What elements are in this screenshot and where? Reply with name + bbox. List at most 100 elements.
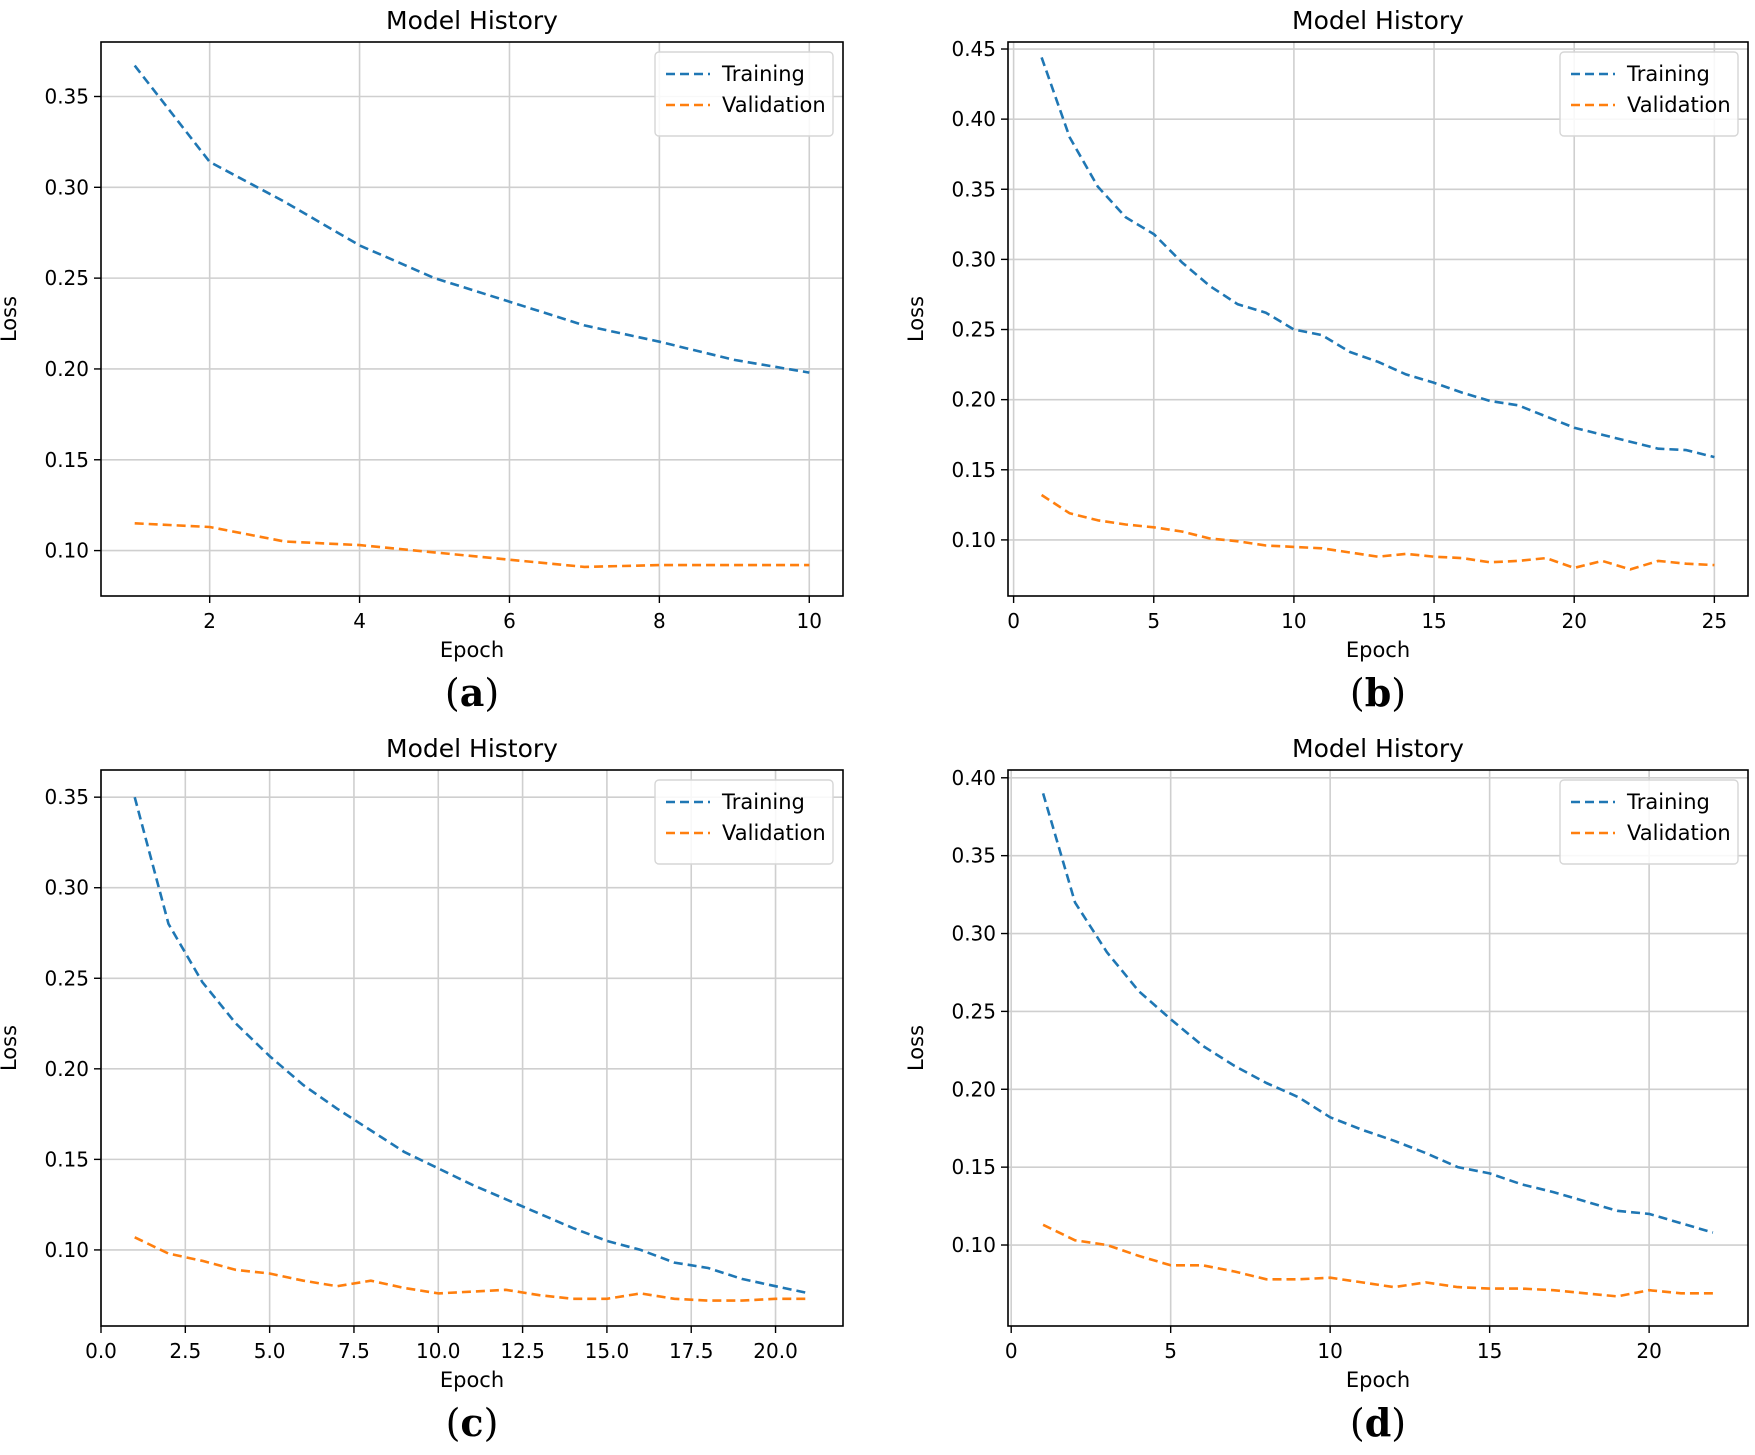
x-tick-label: 10 bbox=[797, 609, 822, 633]
y-tick-label: 0.10 bbox=[951, 528, 996, 552]
legend-label-training: Training bbox=[721, 790, 805, 814]
y-tick-label: 0.30 bbox=[951, 247, 996, 271]
legend-label-training: Training bbox=[1626, 790, 1710, 814]
axes-frame bbox=[100, 41, 844, 597]
chart-panel-b: 0 5 10 15 20 25 0.10 0.15 0.20 0.25 0.30 0.35 0.40 0.… bbox=[904, 6, 1749, 715]
x-axis-label: Epoch bbox=[1346, 638, 1410, 662]
y-tick-label: 0.15 bbox=[44, 1147, 89, 1171]
x-tick-label: 2.5 bbox=[169, 1339, 201, 1363]
x-tick-label: 2 bbox=[203, 609, 216, 633]
x-tick-label: 10 bbox=[1281, 609, 1306, 633]
x-tick-label: 17.5 bbox=[669, 1339, 714, 1363]
caption-letter: c bbox=[460, 1400, 483, 1445]
legend-label-validation: Validation bbox=[722, 93, 826, 117]
y-axis-label: Loss bbox=[0, 1025, 21, 1071]
axes-frame bbox=[1007, 769, 1749, 1327]
y-tick-label: 0.35 bbox=[951, 844, 996, 868]
legend-label-training: Training bbox=[1626, 62, 1710, 86]
x-tick-label: 6 bbox=[503, 609, 516, 633]
y-axis-label: Loss bbox=[0, 296, 21, 342]
legend: Training Validation bbox=[1559, 779, 1739, 865]
legend-label-validation: Validation bbox=[1627, 821, 1731, 845]
series-line-validation bbox=[134, 522, 810, 569]
y-tick-label: 0.20 bbox=[44, 1057, 89, 1081]
y-axis-label: Loss bbox=[904, 1025, 928, 1071]
y-tick-label: 0.15 bbox=[44, 448, 89, 472]
y-tick-label: 0.35 bbox=[44, 785, 89, 809]
panel-caption: (d) bbox=[1350, 1400, 1406, 1445]
legend: Training Validation bbox=[654, 51, 834, 137]
chart-panel-c: 0.0 2.5 5.0 7.5 10.0 12.5 15.0 17.5 20.0 0.10 0.15… bbox=[0, 734, 844, 1445]
y-tick-label: 0.10 bbox=[44, 539, 89, 563]
y-axis-label: Loss bbox=[904, 296, 928, 342]
caption-close-paren: ) bbox=[1391, 671, 1406, 715]
caption-open-paren: ( bbox=[1350, 671, 1365, 715]
x-axis-label: Epoch bbox=[440, 638, 504, 662]
x-tick-label: 5 bbox=[1164, 1339, 1177, 1363]
x-tick-label: 12.5 bbox=[500, 1339, 545, 1363]
y-tick-label: 0.35 bbox=[951, 177, 996, 201]
x-tick-label: 15 bbox=[1421, 609, 1446, 633]
x-tick-label: 0 bbox=[1007, 609, 1020, 633]
legend-label-training: Training bbox=[721, 62, 805, 86]
x-tick-label: 25 bbox=[1702, 609, 1727, 633]
series-line-training bbox=[1041, 793, 1714, 1234]
caption-open-paren: ( bbox=[1350, 1401, 1365, 1445]
caption-open-paren: ( bbox=[446, 1401, 461, 1445]
y-tick-label: 0.45 bbox=[951, 37, 996, 61]
y-tick-label: 0.25 bbox=[44, 266, 89, 290]
y-tick-label: 0.15 bbox=[951, 458, 996, 482]
x-tick-label: 8 bbox=[653, 609, 666, 633]
x-tick-label: 15.0 bbox=[585, 1339, 630, 1363]
y-tick-label: 0.25 bbox=[951, 318, 996, 342]
chart-title: Model History bbox=[1292, 6, 1464, 35]
y-tick-label: 0.40 bbox=[951, 766, 996, 790]
y-tick-label: 0.20 bbox=[951, 388, 996, 412]
legend: Training Validation bbox=[1559, 51, 1739, 137]
x-tick-label: 15 bbox=[1477, 1339, 1502, 1363]
series-line-training bbox=[133, 64, 810, 374]
axes-frame bbox=[1007, 41, 1749, 597]
chart-title: Model History bbox=[386, 6, 558, 35]
caption-close-paren: ) bbox=[1391, 1401, 1406, 1445]
series-line-validation bbox=[1040, 493, 1715, 571]
series-line-training bbox=[133, 796, 810, 1295]
panel-caption: (c) bbox=[446, 1400, 499, 1445]
y-tick-label: 0.10 bbox=[44, 1238, 89, 1262]
caption-close-paren: ) bbox=[484, 671, 499, 715]
x-tick-label: 20.0 bbox=[753, 1339, 798, 1363]
series-line-validation bbox=[134, 1236, 810, 1302]
axes-frame bbox=[100, 769, 844, 1327]
chart-panel-d: 0 5 10 15 20 0.10 0.15 0.20 0.25 0.30 0.35 0.40 Mode… bbox=[904, 734, 1749, 1445]
y-tick-label: 0.15 bbox=[951, 1155, 996, 1179]
x-tick-label: 10 bbox=[1317, 1339, 1342, 1363]
x-tick-label: 5.0 bbox=[254, 1339, 286, 1363]
x-tick-label: 5 bbox=[1147, 609, 1160, 633]
x-axis-label: Epoch bbox=[440, 1368, 504, 1392]
x-tick-label: 4 bbox=[353, 609, 366, 633]
x-tick-label: 0.0 bbox=[85, 1339, 117, 1363]
caption-letter: a bbox=[460, 670, 485, 715]
series-line-validation bbox=[1042, 1223, 1713, 1298]
caption-letter: d bbox=[1365, 1400, 1392, 1445]
x-tick-label: 7.5 bbox=[338, 1339, 370, 1363]
y-tick-label: 0.35 bbox=[44, 84, 89, 108]
x-axis-label: Epoch bbox=[1346, 1368, 1410, 1392]
panel-caption: (b) bbox=[1350, 670, 1406, 715]
series-line-training bbox=[1040, 56, 1715, 459]
y-tick-label: 0.30 bbox=[44, 876, 89, 900]
y-tick-label: 0.40 bbox=[951, 107, 996, 131]
chart-title: Model History bbox=[386, 734, 558, 763]
legend: Training Validation bbox=[654, 779, 834, 865]
panel-caption: (a) bbox=[445, 670, 499, 715]
chart-panel-a: 2 4 6 8 10 0.10 0.15 0.20 0.25 0.30 0.35 Model Hist… bbox=[0, 6, 844, 715]
x-tick-label: 20 bbox=[1561, 609, 1586, 633]
caption-open-paren: ( bbox=[445, 671, 460, 715]
y-tick-label: 0.20 bbox=[44, 357, 89, 381]
x-tick-label: 10.0 bbox=[416, 1339, 461, 1363]
caption-letter: b bbox=[1365, 670, 1392, 715]
legend-label-validation: Validation bbox=[722, 821, 826, 845]
caption-close-paren: ) bbox=[484, 1401, 499, 1445]
y-tick-label: 0.30 bbox=[44, 175, 89, 199]
